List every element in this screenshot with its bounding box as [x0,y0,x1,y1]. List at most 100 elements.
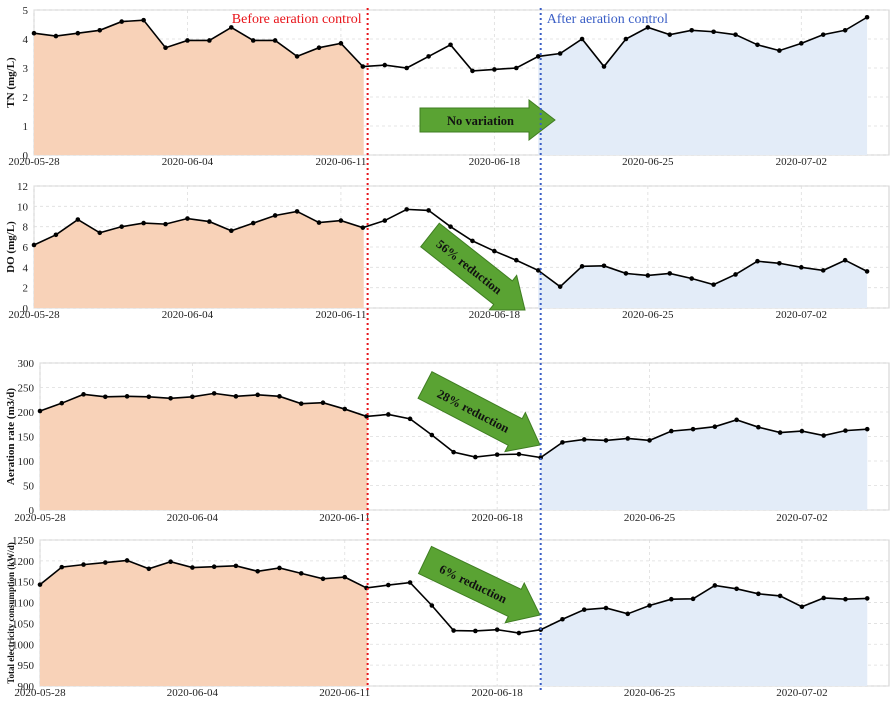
data-point [623,36,629,42]
y-axis-label: Total electricity consumption (kW/d) [6,542,16,683]
data-point [294,54,300,59]
data-point [514,65,519,71]
data-point [669,428,674,434]
data-point [233,563,239,569]
data-point [386,582,391,588]
data-point [733,272,738,277]
data-point [843,596,848,602]
x-tick-label: 2020-06-11 [315,156,366,168]
data-point [647,603,652,608]
before-control-area [34,211,364,308]
data-point [689,276,694,281]
x-tick-label: 2020-06-25 [624,687,676,699]
data-point [690,596,696,602]
y-tick-label: 1200 [12,556,35,568]
data-point [516,630,522,636]
data-point [820,268,826,273]
data-point [777,260,782,266]
data-point [124,558,130,563]
data-point [645,273,651,278]
data-point [448,42,453,48]
arrow-rotated: 6% reduction [417,545,541,624]
data-point [31,30,37,36]
y-tick-label: 4 [23,262,29,274]
data-point [141,17,146,23]
y-tick-label: 0 [29,505,35,517]
data-point [712,424,718,430]
y-tick-label: 200 [18,407,35,419]
data-point [163,45,168,50]
data-point [338,218,344,223]
data-point [342,574,348,580]
data-point [272,213,278,218]
data-point [821,433,826,438]
data-point [645,25,651,30]
panel-2: 0 2 4 6 8 10 12 2020-05-28 2020-06-04 2020-06-11 2… [5,181,890,321]
x-tick-label: 2020-06-18 [469,309,521,321]
data-point [250,220,256,226]
x-tick-label: 2020-06-18 [471,512,523,524]
x-tick-label: 2020-06-25 [622,156,674,168]
data-point [451,628,456,633]
data-point [320,400,326,405]
y-tick-label: 10 [17,201,29,213]
data-point [448,224,453,229]
x-tick-label: 2020-05-28 [8,309,60,321]
data-point [581,437,587,442]
data-point [842,28,848,33]
arrow-shape [420,222,526,311]
arrow-shape [417,371,541,453]
y-tick-label: 1100 [12,598,34,610]
data-point [168,559,173,564]
data-point [382,218,388,223]
data-point [407,416,413,422]
data-point [667,32,673,37]
data-point [59,564,65,570]
data-point [207,38,212,43]
data-point [799,41,804,46]
y-axis-label: Aeration rate (m3/d) [5,388,17,485]
data-point [97,28,103,33]
data-point [211,564,217,569]
arrow-label: No variation [447,114,514,128]
before-control-area [40,560,368,686]
x-tick-label: 2020-07-02 [776,512,827,524]
x-tick-label: 2020-07-02 [776,687,827,699]
data-point [733,32,738,37]
data-point [647,438,652,443]
data-point [625,611,631,617]
data-point [494,452,500,457]
x-tick-label: 2020-06-04 [162,156,214,168]
trend-arrow: 6% reduction [417,545,541,624]
data-point [124,394,130,399]
y-tick-label: 1150 [12,577,34,589]
data-point [579,36,585,42]
data-point [777,48,782,53]
data-point [250,38,256,43]
data-point [820,32,826,37]
data-point [146,566,152,572]
data-point [711,29,716,35]
data-point [473,454,478,460]
x-tick-label: 2020-06-04 [167,687,219,699]
data-point [864,14,870,20]
y-tick-label: 8 [23,222,29,234]
y-tick-label: 12 [17,181,28,193]
y-tick-label: 150 [18,432,35,444]
data-point [799,265,804,270]
data-point [229,228,234,234]
data-point [514,257,519,263]
data-point [190,565,195,570]
data-point [777,593,783,599]
data-point [429,432,435,438]
data-point [843,428,848,433]
x-tick-label: 2020-05-28 [14,687,66,699]
data-point [755,258,760,264]
data-point [712,583,718,588]
data-point [255,568,260,574]
y-tick-label: 250 [18,383,35,395]
x-tick-label: 2020-07-02 [776,309,827,321]
data-point [689,28,694,33]
data-point [185,38,190,43]
